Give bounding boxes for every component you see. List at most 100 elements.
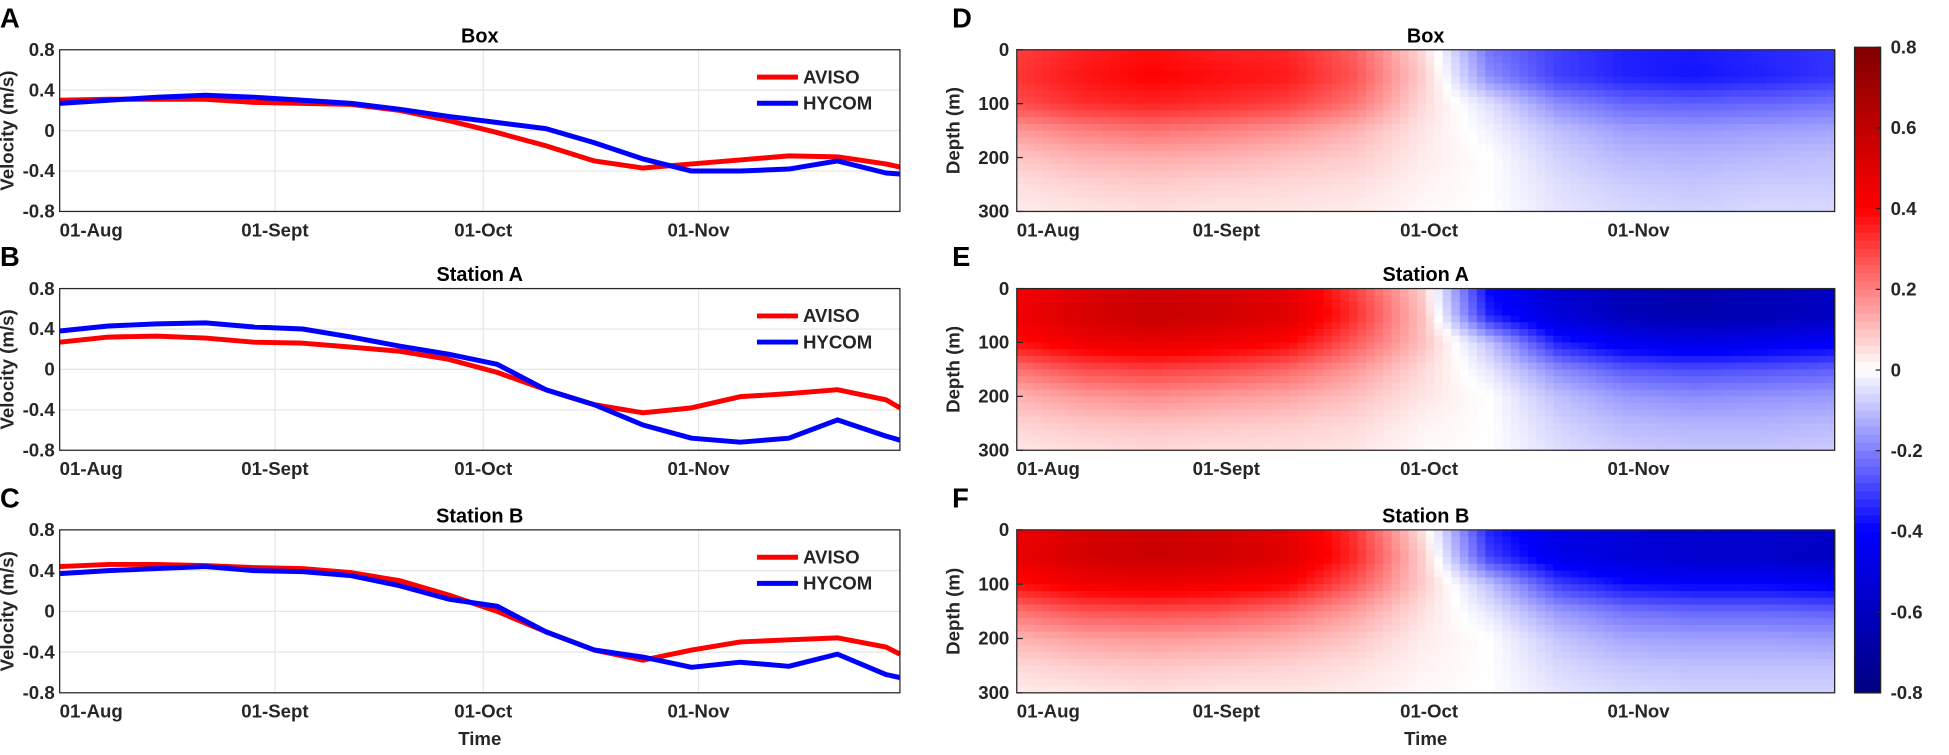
heatmap-cell <box>1493 103 1504 112</box>
y-tick-label: 0.8 <box>29 39 55 60</box>
heatmap-cell <box>1672 90 1683 98</box>
heatmap-cell <box>1459 177 1470 186</box>
heatmap-cell <box>1110 56 1120 64</box>
y-axis-label: Depth (m) <box>943 326 964 413</box>
heatmap-cell <box>1221 157 1231 166</box>
heatmap-cell <box>1817 76 1827 85</box>
heatmap-cell <box>1246 177 1257 186</box>
heatmap-cell <box>1451 409 1461 418</box>
heatmap-cell <box>1297 315 1308 324</box>
heatmap-cell <box>1417 355 1427 364</box>
heatmap-cell <box>1425 56 1435 64</box>
heatmap-cell <box>1740 49 1751 58</box>
heatmap-cell <box>1204 204 1214 213</box>
heatmap-cell <box>1187 123 1197 132</box>
heatmap-cell <box>1187 403 1197 411</box>
heatmap-cell <box>1187 423 1197 431</box>
heatmap-cell <box>1136 355 1146 364</box>
heatmap-cell <box>1519 184 1529 192</box>
heatmap-cell <box>1596 150 1606 159</box>
heatmap-cell <box>1025 430 1035 438</box>
heatmap-cell <box>1732 308 1742 317</box>
heatmap-cell <box>1340 49 1350 58</box>
heatmap-cell <box>1493 396 1504 404</box>
heatmap-cell <box>1809 369 1819 377</box>
heatmap-cell <box>1476 130 1487 139</box>
heatmap-cell <box>1510 117 1521 125</box>
heatmap-cell <box>1757 335 1768 344</box>
heatmap-cell <box>1817 382 1827 391</box>
heatmap-cell <box>1527 529 1538 538</box>
heatmap-cell <box>1476 308 1487 317</box>
heatmap-cell <box>1144 536 1154 545</box>
heatmap-cell <box>1604 90 1614 98</box>
heatmap-cell <box>1136 191 1146 199</box>
heatmap-cell <box>1570 123 1580 132</box>
heatmap-cell <box>1153 308 1163 317</box>
heatmap-cell <box>1093 164 1103 172</box>
heatmap-cell <box>1084 204 1095 213</box>
heatmap-cell <box>1536 90 1546 98</box>
heatmap-cell <box>1442 130 1453 139</box>
heatmap-cell <box>1527 49 1538 58</box>
heatmap-cell <box>1400 117 1410 125</box>
heatmap-cell <box>1579 204 1589 213</box>
heatmap-cell <box>1349 90 1359 98</box>
heatmap-cell <box>1204 536 1214 545</box>
heatmap-cell <box>1826 191 1836 199</box>
heatmap-cell <box>1170 83 1180 91</box>
heatmap-cell <box>1493 308 1504 317</box>
heatmap-cell <box>1792 117 1802 125</box>
heatmap-cell <box>1400 308 1410 317</box>
heatmap-cell <box>1723 322 1734 330</box>
heatmap-cell <box>1766 430 1776 438</box>
heatmap-cell <box>1485 164 1495 172</box>
heatmap-cell <box>1246 56 1257 64</box>
heatmap-cell <box>1476 123 1487 132</box>
heatmap-cell <box>1306 389 1316 398</box>
heatmap-cell <box>1732 396 1742 404</box>
heatmap-cell <box>1331 197 1342 206</box>
heatmap-cell <box>1562 409 1572 418</box>
heatmap-cell <box>1570 191 1580 199</box>
heatmap-cell <box>1349 430 1359 438</box>
heatmap-cell <box>1314 117 1325 125</box>
heatmap-cell <box>1826 423 1836 431</box>
heatmap-cell <box>1468 382 1478 391</box>
legend-label: AVISO <box>803 66 860 87</box>
heatmap-cell <box>1016 63 1027 71</box>
heatmap-cell <box>1263 295 1274 303</box>
heatmap-cell <box>1400 529 1410 538</box>
heatmap-cell <box>1272 342 1282 350</box>
heatmap-cell <box>1323 349 1333 357</box>
heatmap-cell <box>1349 409 1359 418</box>
heatmap-cell <box>1485 382 1495 391</box>
heatmap-cell <box>1562 536 1572 545</box>
heatmap-cell <box>1025 117 1035 125</box>
heatmap-cell <box>1783 177 1793 186</box>
heatmap-cell <box>1459 56 1470 64</box>
heatmap-cell <box>1127 308 1137 317</box>
heatmap-cell <box>1118 123 1129 132</box>
heatmap-cell <box>1280 157 1291 166</box>
heatmap-cell <box>1451 204 1461 213</box>
heatmap-cell <box>1613 69 1623 78</box>
heatmap-cell <box>1596 171 1606 179</box>
x-axis-label: Time <box>458 728 501 749</box>
heatmap-cell <box>1723 409 1734 418</box>
heatmap-cell <box>1562 157 1572 166</box>
heatmap-cell <box>1110 355 1120 364</box>
heatmap-cell <box>1442 197 1453 206</box>
heatmap-cell <box>1647 436 1657 445</box>
heatmap-cell <box>1783 49 1793 58</box>
heatmap-cell <box>1485 349 1495 357</box>
heatmap-cell <box>1783 144 1793 152</box>
heatmap-cell <box>1817 362 1827 371</box>
heatmap-cell <box>1144 302 1154 310</box>
heatmap-cell <box>1757 396 1768 404</box>
heatmap-cell <box>1527 315 1538 324</box>
heatmap-cell <box>1238 123 1248 132</box>
heatmap-cell <box>1349 171 1359 179</box>
heatmap-cell <box>1144 171 1154 179</box>
heatmap-cell <box>1383 177 1393 186</box>
